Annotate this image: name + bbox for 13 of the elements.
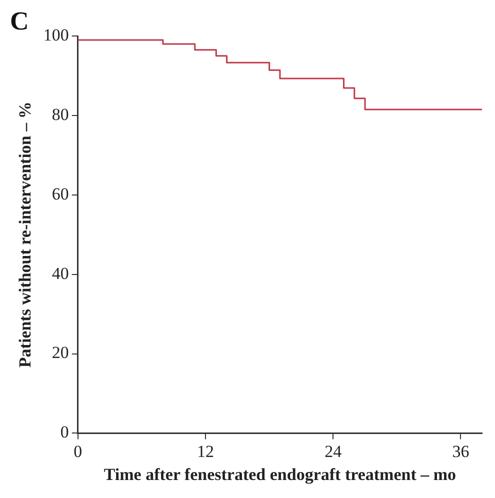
y-axis-title: Patients without re-intervention – % — [16, 102, 35, 368]
text: C — [10, 6, 29, 36]
x-axis-title: Time after fenestrated endograft treatment – mo — [104, 465, 456, 484]
x-tick-label: 36 — [452, 442, 470, 461]
x-tick-label: 0 — [74, 442, 82, 461]
x-tick-label: 24 — [324, 442, 342, 461]
y-tick-label: 60 — [52, 184, 69, 204]
y-tick-label: 80 — [52, 104, 69, 124]
y-tick-label: 40 — [52, 264, 69, 283]
y-tick-label: 0 — [60, 422, 69, 442]
y-tick-label: 20 — [52, 343, 69, 362]
y-tick-label: 100 — [43, 25, 69, 44]
x-tick-label: 12 — [197, 442, 214, 461]
